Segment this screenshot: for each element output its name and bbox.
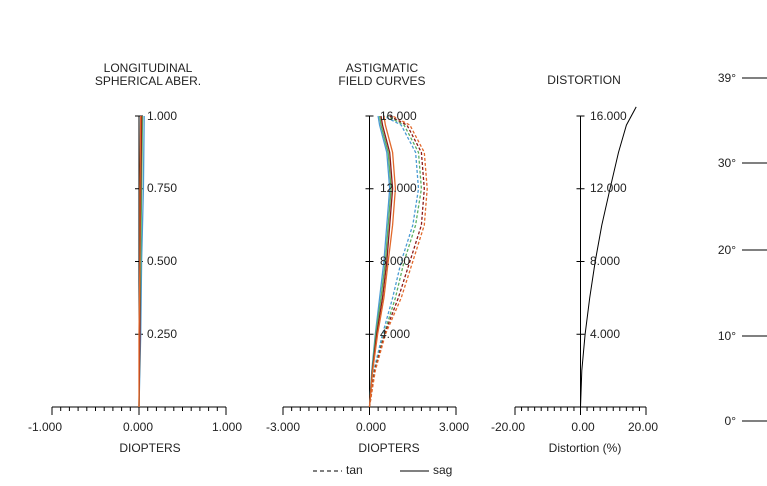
field-label-30: 30° — [718, 156, 736, 170]
spherical-xtick-label-zero: 0.000 — [123, 420, 153, 434]
field-label-20: 20° — [718, 243, 736, 257]
distortion-ytick-label-8: 8.000 — [590, 254, 620, 268]
field-curves-ytick-label-12: 12.000 — [380, 181, 417, 195]
legend-sag-label: sag — [433, 463, 452, 477]
field-curves-xlabel: DIOPTERS — [358, 441, 419, 455]
distortion-xtick-label-neg: -20.00 — [491, 420, 525, 434]
spherical-title-line-2: SPHERICAL ABER. — [95, 74, 201, 88]
series-line-1-2 — [368, 115, 425, 408]
distortion-xtick-label-pos: 20.00 — [628, 420, 658, 434]
field-curves-ytick-label-16: 16.000 — [380, 109, 417, 123]
distortion-ytick-label-16: 16.000 — [590, 109, 627, 123]
series-line-1-7 — [368, 115, 397, 408]
distortion-curve — [580, 106, 637, 408]
spherical-xlabel: DIOPTERS — [119, 441, 180, 455]
field-curves-xtick-label-pos: 3.000 — [439, 420, 469, 434]
spherical-xtick-label-neg: -1.000 — [28, 420, 62, 434]
field-curves-xtick-label-zero: 0.000 — [356, 420, 386, 434]
field-curves-title-line-2: FIELD CURVES — [338, 74, 425, 88]
spherical-aberration-panel: LONGITUDINAL SPHERICAL ABER. -1.000 0.00… — [28, 61, 242, 455]
field-curves-title-line-1: ASTIGMATIC — [346, 61, 419, 75]
field-label-10: 10° — [718, 329, 736, 343]
distortion-axes — [514, 115, 647, 415]
field-curves-ytick-label-8: 8.000 — [380, 254, 410, 268]
series-line-1-3 — [368, 115, 428, 408]
spherical-curves — [138, 115, 145, 408]
spherical-title-line-1: LONGITUDINAL — [104, 61, 193, 75]
field-angle-scale: 39° 30° 20° 10° 0° — [718, 71, 767, 428]
field-label-39: 39° — [718, 71, 736, 85]
series-line-2-0 — [580, 106, 637, 408]
field-label-0: 0° — [725, 414, 737, 428]
distortion-ytick-label-4: 4.000 — [590, 327, 620, 341]
distortion-title: DISTORTION — [547, 73, 621, 87]
field-curves-axes — [282, 115, 457, 415]
spherical-ytick-label-0500: 0.500 — [147, 254, 177, 268]
spherical-ytick-label-1000: 1.000 — [147, 109, 177, 123]
spherical-ytick-label-0750: 0.750 — [147, 181, 177, 195]
series-line-0-3 — [138, 115, 142, 407]
spherical-ytick-label-0250: 0.250 — [147, 327, 177, 341]
distortion-ytick-label-12: 12.000 — [590, 181, 627, 195]
distortion-xtick-label-zero: 0.00 — [571, 420, 595, 434]
distortion-xlabel: Distortion (%) — [549, 441, 622, 455]
spherical-xtick-label-pos: 1.000 — [212, 420, 242, 434]
field-curves-ytick-label-4: 4.000 — [380, 327, 410, 341]
legend-tan-label: tan — [346, 463, 363, 477]
series-line-1-0 — [368, 115, 420, 408]
distortion-panel: DISTORTION -20.00 0.00 20.00 4.000 8.000… — [491, 73, 658, 455]
field-curves-xtick-label-neg: -3.000 — [266, 420, 300, 434]
legend: tan sag — [313, 463, 452, 477]
field-curves-panel: ASTIGMATIC FIELD CURVES -3.000 0.000 3.0… — [266, 61, 469, 455]
field-curves-lines — [368, 115, 428, 408]
